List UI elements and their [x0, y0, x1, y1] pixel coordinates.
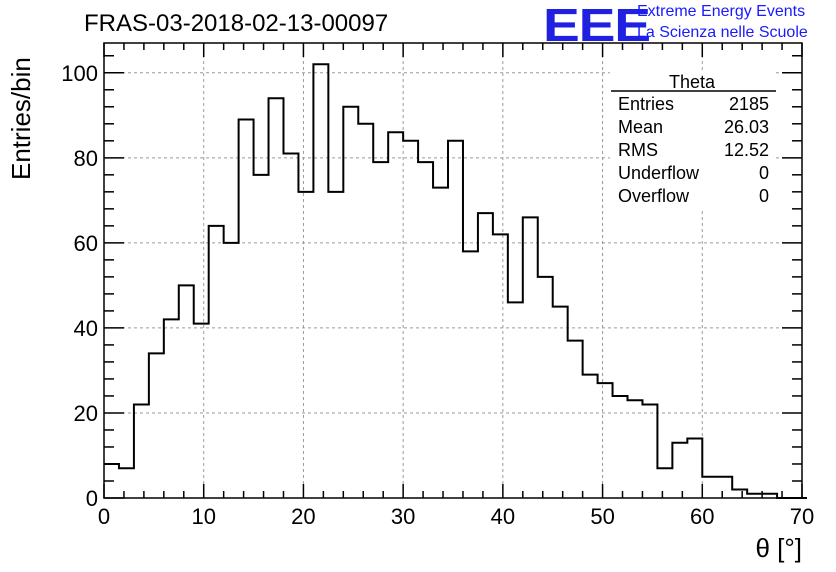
histogram-bin [478, 213, 493, 498]
logo-subtitle-line2: La Scienza nelle Scuole [637, 24, 808, 41]
histogram-bin [418, 162, 433, 498]
stats-row-value: 0 [759, 163, 769, 183]
y-tick-label: 20 [74, 401, 98, 426]
x-tick-label: 40 [491, 504, 515, 529]
histogram-bin [642, 404, 657, 498]
histogram-bin [179, 285, 194, 498]
y-axis-title: Entries/bin [6, 57, 36, 180]
histogram-bin [687, 438, 702, 498]
stats-rows: Entries 2185 Mean 26.03 RMS 12.52 Underflow 0 Ov… [618, 94, 769, 206]
eee-logo: EEE [543, 0, 651, 51]
histogram-bin [702, 477, 717, 498]
histogram-bin [568, 341, 583, 498]
histogram-bin [433, 188, 448, 498]
plot-frame [103, 42, 803, 499]
stats-box-background [610, 72, 776, 208]
stats-row-label: Mean [618, 117, 663, 137]
histogram-bin [149, 353, 164, 498]
stats-box-title: Theta [669, 72, 716, 92]
histogram-bin [732, 489, 747, 498]
y-tick-label: 0 [86, 486, 98, 511]
logo-subtitle-line1: Extreme Energy Events [637, 3, 806, 20]
stats-row-label: RMS [618, 140, 658, 160]
histogram-bin [538, 277, 553, 498]
y-tick-label: 40 [74, 316, 98, 341]
histogram-bin [508, 302, 523, 498]
stats-row-label: Overflow [618, 186, 690, 206]
x-tick-label: 10 [191, 504, 215, 529]
histogram-bin [254, 175, 269, 498]
stats-row-value: 26.03 [724, 117, 769, 137]
histogram-bin [119, 468, 134, 498]
x-tick-label: 50 [590, 504, 614, 529]
grid-lines [104, 43, 802, 498]
stats-row-value: 12.52 [724, 140, 769, 160]
histogram-bin [463, 251, 478, 498]
histogram-bin [328, 192, 343, 498]
histogram-bin [523, 217, 538, 498]
histogram-bin [298, 192, 313, 498]
histogram-bin [164, 319, 179, 498]
histogram-bin [373, 162, 388, 498]
x-tick-label: 60 [690, 504, 714, 529]
histogram-bin [388, 132, 403, 498]
x-tick-label: 30 [391, 504, 415, 529]
x-axis-title: θ [°] [755, 533, 802, 563]
histogram-bin [194, 324, 209, 498]
histogram-bin [269, 98, 284, 498]
y-tick-label: 60 [74, 231, 98, 256]
histogram-bin [313, 64, 328, 498]
stats-box: Theta Entries 2185 Mean 26.03 RMS 12.52 Underf… [610, 72, 776, 208]
histogram-bin [343, 107, 358, 498]
histogram-bin [209, 226, 224, 498]
histogram-bin [657, 468, 672, 498]
x-tick-label: 20 [291, 504, 315, 529]
histogram-bin [613, 396, 628, 498]
stats-row-value: 0 [759, 186, 769, 206]
page-title: FRAS-03-2018-02-13-00097 [84, 10, 389, 37]
histogram-bin [224, 243, 239, 498]
histogram-bin [717, 477, 732, 498]
axis-ticks: 0 10 20 30 40 50 60 70 0 20 40 60 80 100 [61, 43, 814, 529]
x-tick-label: 70 [790, 504, 814, 529]
histogram-bin [493, 234, 508, 498]
x-tick-label: 0 [98, 504, 110, 529]
histogram-bin [283, 154, 298, 498]
histogram-bin [239, 120, 254, 498]
y-tick-label: 80 [74, 146, 98, 171]
histogram-bin [628, 400, 643, 498]
histogram-bins [104, 63, 807, 499]
histogram-bin [358, 124, 373, 498]
histogram-bin [583, 375, 598, 498]
histogram-bin [448, 141, 463, 498]
histogram-bin [672, 443, 687, 498]
histogram-bin [598, 383, 613, 498]
histogram-bin [553, 307, 568, 498]
histogram-line [104, 63, 807, 499]
stats-row-label: Underflow [618, 163, 700, 183]
histogram-bin [403, 141, 418, 498]
stats-row-value: 2185 [729, 94, 769, 114]
stats-row-label: Entries [618, 94, 674, 114]
histogram-bin [134, 404, 149, 498]
y-tick-label: 100 [61, 61, 98, 86]
